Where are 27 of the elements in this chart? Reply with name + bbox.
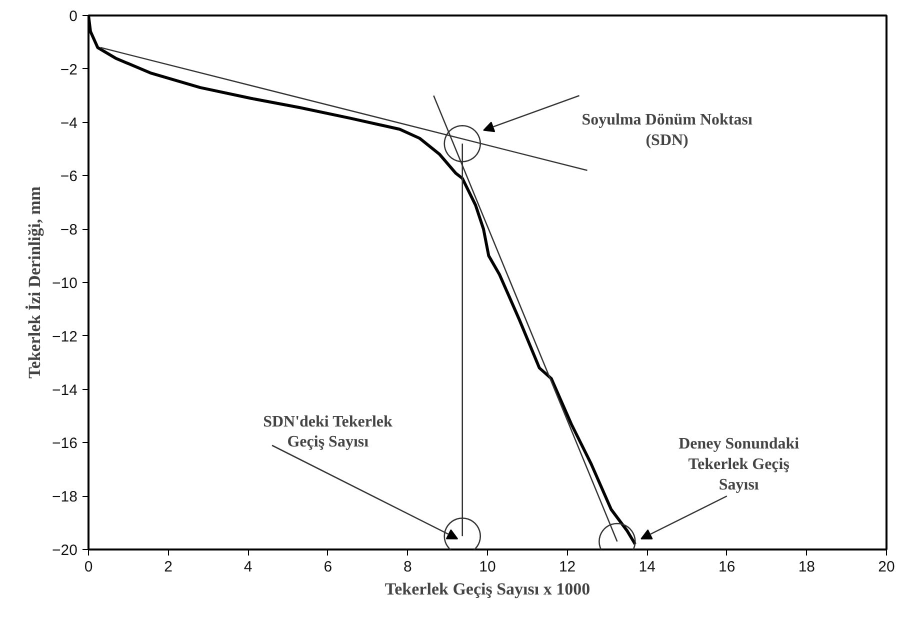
x-tick-label: 8 (404, 558, 412, 576)
x-axis-title: Tekerlek Geçiş Sayısı x 1000 (384, 580, 590, 598)
y-tick-label: −20 (52, 542, 78, 559)
x-tick-label: 2 (164, 558, 172, 576)
y-tick-label: −2 (60, 61, 78, 78)
annotation: SDN'deki Tekerlek Geçiş Sayısı (263, 413, 393, 451)
y-tick-label: −14 (52, 382, 78, 399)
y-axis-title: Tekerlek İzi Derinliği, mm (25, 186, 44, 379)
y-tick-label: −12 (52, 328, 78, 346)
y-tick-label: −10 (52, 275, 78, 292)
y-tick-label: −6 (60, 168, 78, 186)
x-tick-label: 10 (479, 558, 496, 576)
y-tick-label: −8 (60, 222, 78, 239)
y-tick-label: −16 (52, 435, 78, 452)
x-tick-label: 6 (324, 558, 332, 576)
x-tick-label: 16 (718, 558, 736, 576)
x-tick-label: 12 (558, 558, 576, 576)
y-tick-label: 0 (69, 8, 78, 25)
annotation: Deney Sonundaki Tekerlek Geçiş Sayısı (678, 436, 800, 494)
y-tick-label: −4 (60, 114, 78, 132)
x-tick-label: 18 (798, 558, 816, 576)
x-tick-label: 0 (84, 558, 93, 576)
x-tick-label: 14 (638, 558, 656, 576)
x-tick-label: 20 (878, 558, 895, 576)
annotation: Soyulma Dönüm Noktası (SDN) (582, 112, 753, 149)
x-tick-label: 4 (244, 558, 252, 576)
y-tick-label: −18 (52, 488, 78, 506)
